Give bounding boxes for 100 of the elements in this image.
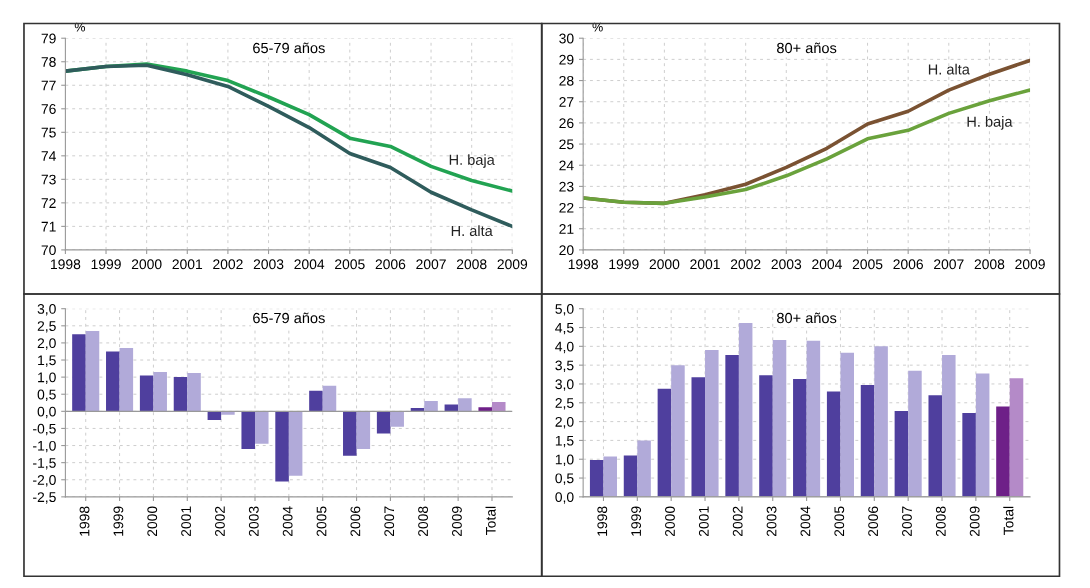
bar bbox=[759, 375, 773, 497]
y-tick-label: 26 bbox=[559, 118, 574, 129]
bar bbox=[356, 411, 371, 449]
bar bbox=[996, 406, 1010, 497]
bar bbox=[275, 411, 289, 482]
x-tick-label: 2009 bbox=[497, 259, 528, 270]
bar bbox=[478, 407, 492, 412]
x-tick-label: 2006 bbox=[868, 506, 879, 537]
y-tick-label: 1,5 bbox=[555, 435, 574, 448]
x-tick-label: 2002 bbox=[213, 259, 243, 270]
y-tick-label: 71 bbox=[41, 221, 56, 232]
bar bbox=[603, 456, 618, 497]
x-tick-label: 1999 bbox=[631, 506, 642, 536]
y-tick-label: 1,0 bbox=[38, 372, 56, 384]
x-tick-label: 2008 bbox=[418, 506, 428, 537]
y-tick-label: 0,5 bbox=[37, 389, 56, 402]
y-tick-label: 21 bbox=[559, 224, 574, 234]
bar bbox=[72, 334, 86, 412]
bar bbox=[221, 411, 235, 415]
bar bbox=[589, 459, 604, 497]
y-tick-label: -0,5 bbox=[33, 423, 56, 436]
x-tick-label: 2005 bbox=[316, 506, 327, 537]
bar bbox=[657, 388, 672, 497]
x-tick-label: 2006 bbox=[893, 259, 924, 270]
y-tick-label: 79 bbox=[41, 33, 56, 44]
x-tick-label: 2007 bbox=[416, 259, 446, 270]
x-tick-label: 2006 bbox=[375, 259, 406, 270]
bar bbox=[840, 352, 854, 497]
x-tick-label: 2005 bbox=[335, 259, 365, 270]
bar bbox=[153, 371, 167, 412]
x-tick-label: 2004 bbox=[282, 506, 293, 537]
bar bbox=[623, 455, 638, 497]
y-tick-label: 2,5 bbox=[37, 321, 56, 333]
x-tick-label: 2003 bbox=[248, 506, 259, 537]
y-tick-label: 2,0 bbox=[37, 338, 56, 350]
x-tick-label: 2000 bbox=[147, 506, 158, 537]
bar bbox=[241, 411, 255, 449]
x-tick-label: 2003 bbox=[766, 506, 777, 537]
series-label: H. alta bbox=[451, 225, 493, 237]
x-tick-label: 2008 bbox=[935, 506, 946, 537]
x-tick-label: 2008 bbox=[456, 259, 487, 270]
bar bbox=[908, 370, 922, 497]
bar bbox=[806, 340, 821, 497]
series-label: H. baja bbox=[449, 154, 495, 168]
y-tick-label: 25 bbox=[559, 139, 574, 150]
y-tick-label: 75 bbox=[41, 127, 56, 138]
x-tick-label: 2001 bbox=[172, 259, 203, 270]
x-tick-label: 2004 bbox=[800, 506, 811, 537]
x-tick-label: 2007 bbox=[934, 259, 964, 270]
x-tick-label: 1998 bbox=[597, 506, 608, 536]
y-tick-label: -2,5 bbox=[33, 492, 56, 504]
bar bbox=[458, 398, 472, 412]
x-tick-label: 2004 bbox=[294, 259, 325, 270]
series-label: H. alta bbox=[928, 63, 970, 75]
y-tick-label: 72 bbox=[41, 198, 56, 208]
y-tick-label: 0,0 bbox=[37, 406, 56, 419]
x-tick-label: 2009 bbox=[452, 506, 462, 537]
y-tick-label: 28 bbox=[559, 75, 574, 86]
y-tick-label: 0,5 bbox=[555, 473, 574, 485]
bar bbox=[444, 404, 459, 412]
bar bbox=[322, 385, 337, 412]
x-tick-label: 2002 bbox=[730, 259, 761, 270]
bar bbox=[207, 411, 222, 420]
line-series bbox=[583, 88, 1031, 206]
x-tick-label: Total bbox=[485, 506, 496, 535]
x-tick-label: 2008 bbox=[974, 259, 1005, 270]
y-tick-label: 73 bbox=[41, 174, 56, 185]
bar bbox=[106, 351, 120, 412]
y-tick-label: 77 bbox=[41, 80, 56, 91]
y-tick-label: 1,5 bbox=[38, 355, 56, 367]
bar bbox=[894, 411, 909, 497]
bar bbox=[139, 375, 154, 412]
y-tick-label: 0,0 bbox=[555, 492, 574, 504]
x-tick-label: 2003 bbox=[771, 259, 802, 270]
x-tick-label: 2003 bbox=[253, 259, 284, 270]
y-tick-label: 4,5 bbox=[555, 322, 574, 335]
y-tick-label: 2,0 bbox=[555, 416, 574, 429]
y-tick-label: 27 bbox=[559, 97, 574, 107]
x-tick-label: 2000 bbox=[665, 506, 675, 537]
bar bbox=[254, 411, 269, 444]
y-tick-label: 3,0 bbox=[37, 304, 56, 316]
x-tick-label: 2005 bbox=[852, 259, 883, 270]
y-tick-label: 4,0 bbox=[555, 341, 574, 354]
bar bbox=[772, 339, 787, 497]
x-tick-label: 2004 bbox=[812, 259, 842, 270]
x-tick-label: 1999 bbox=[113, 506, 124, 536]
bar bbox=[942, 354, 956, 497]
bar bbox=[793, 379, 807, 497]
bar bbox=[376, 411, 391, 434]
chart-title: 80+ años bbox=[777, 312, 837, 324]
bar bbox=[860, 385, 875, 497]
y-tick-label: 78 bbox=[41, 57, 56, 67]
x-tick-label: 2009 bbox=[1015, 259, 1045, 270]
bar bbox=[962, 412, 976, 497]
series-label: H. baja bbox=[967, 116, 1013, 130]
chart-title: 65-79 años bbox=[253, 312, 325, 324]
bar bbox=[705, 350, 719, 497]
bar bbox=[826, 391, 841, 497]
x-tick-label: 2007 bbox=[384, 506, 395, 537]
bar bbox=[691, 377, 706, 497]
